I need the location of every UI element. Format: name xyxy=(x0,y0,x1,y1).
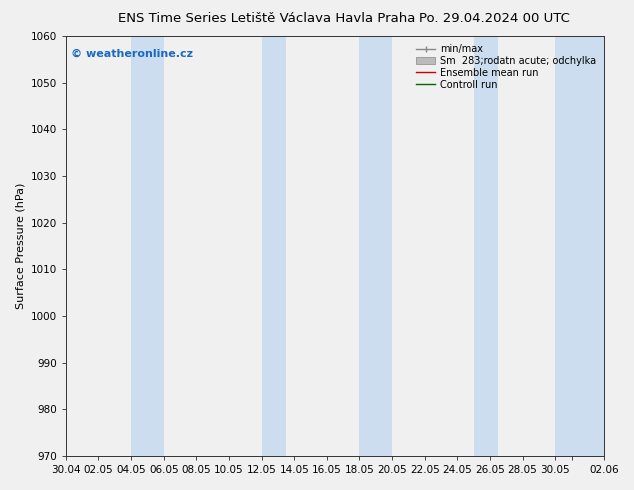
Bar xyxy=(555,36,604,456)
Bar xyxy=(262,36,286,456)
Text: © weatheronline.cz: © weatheronline.cz xyxy=(71,49,193,59)
Text: Po. 29.04.2024 00 UTC: Po. 29.04.2024 00 UTC xyxy=(419,12,570,25)
Bar xyxy=(131,36,164,456)
Y-axis label: Surface Pressure (hPa): Surface Pressure (hPa) xyxy=(15,183,25,309)
Bar xyxy=(474,36,498,456)
Bar xyxy=(359,36,392,456)
Text: ENS Time Series Letiště Václava Havla Praha: ENS Time Series Letiště Václava Havla Pr… xyxy=(117,12,415,25)
Legend: min/max, Sm  283;rodatn acute; odchylka, Ensemble mean run, Controll run: min/max, Sm 283;rodatn acute; odchylka, … xyxy=(413,41,599,93)
